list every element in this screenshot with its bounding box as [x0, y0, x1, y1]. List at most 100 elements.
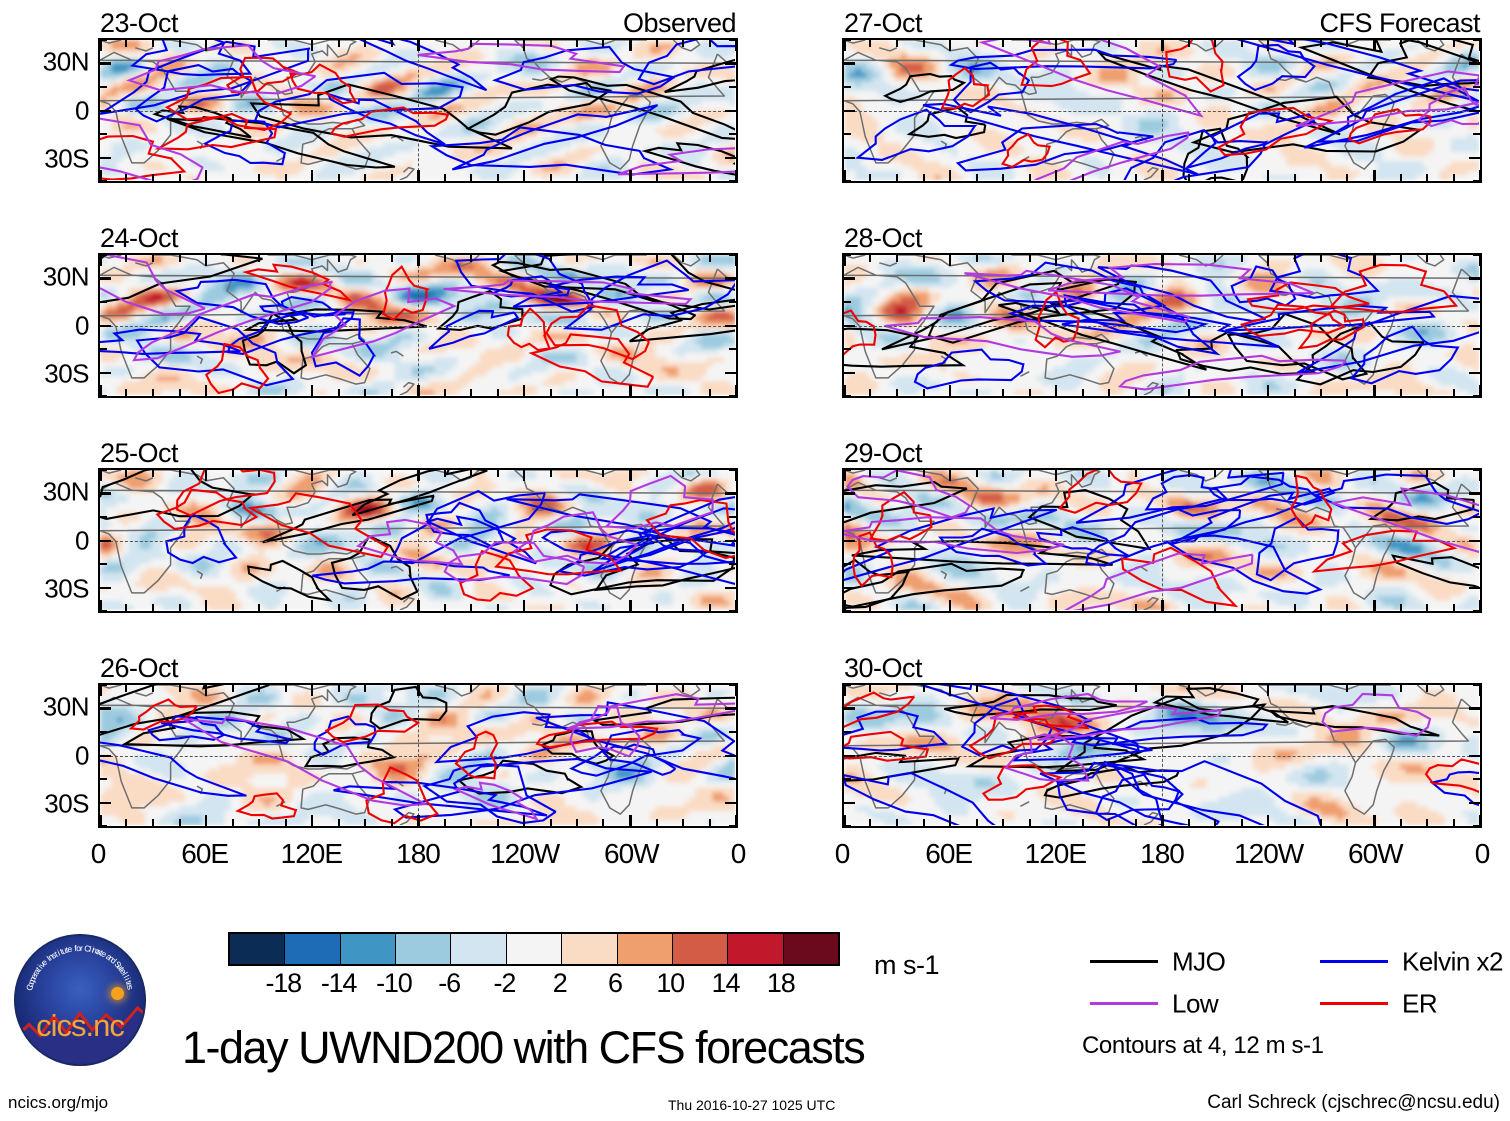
axis-tick	[1320, 40, 1322, 47]
axis-tick	[1469, 62, 1480, 65]
axis-tick	[496, 389, 499, 396]
axis-tick	[204, 600, 208, 611]
axis-tick	[576, 604, 578, 611]
axis-tick	[729, 40, 736, 41]
axis-tick	[443, 819, 446, 826]
map-panel-25-oct: 25-Oct 30N 0 30S	[43, 438, 738, 613]
axis-tick	[151, 819, 154, 826]
axis-tick	[922, 604, 925, 611]
legend-swatch-kelvin-x2	[1320, 960, 1388, 964]
axis-tick	[125, 389, 128, 396]
axis-tick	[629, 600, 632, 611]
axis-tick	[948, 170, 952, 181]
axis-tick	[844, 539, 855, 542]
axis-tick	[682, 389, 684, 396]
axis-tick	[869, 685, 872, 692]
axis-tick	[100, 470, 102, 481]
axis-tick	[100, 707, 111, 710]
x-axis-tick-label: 120W	[1234, 838, 1304, 870]
axis-tick	[1081, 40, 1084, 47]
axis-tick	[390, 174, 393, 181]
axis-tick	[310, 815, 314, 826]
axis-tick	[1054, 815, 1058, 826]
axis-tick	[417, 600, 420, 611]
axis-tick	[895, 685, 898, 692]
axis-tick	[125, 819, 128, 826]
axis-tick	[1240, 604, 1243, 611]
axis-tick	[922, 819, 925, 826]
axis-tick	[895, 470, 898, 477]
axis-tick	[725, 109, 736, 112]
axis-tick	[682, 604, 684, 611]
axis-tick	[975, 40, 978, 47]
axis-tick	[1479, 470, 1480, 481]
axis-tick	[844, 470, 846, 481]
axis-tick	[922, 174, 925, 181]
axis-tick	[100, 255, 107, 256]
axis-tick	[844, 470, 851, 471]
axis-tick	[1479, 170, 1480, 181]
axis-tick	[735, 600, 736, 611]
panel-date-label: 27-Oct	[844, 8, 923, 39]
colorbar-swatch	[616, 934, 672, 964]
colorbar	[228, 932, 840, 966]
axis-tick	[1266, 470, 1270, 481]
axis-tick	[844, 610, 851, 611]
axis-tick	[895, 174, 898, 181]
map-raster	[844, 255, 1480, 396]
axis-tick	[1081, 255, 1084, 262]
axis-tick	[1028, 819, 1031, 826]
x-axis-tick-label: 0	[731, 838, 747, 870]
footer-left-link[interactable]: ncics.org/mjo	[8, 1093, 108, 1113]
axis-tick	[1081, 174, 1084, 181]
axis-tick	[100, 40, 102, 51]
axis-tick	[1426, 470, 1428, 477]
axis-tick	[1426, 174, 1428, 181]
map-raster	[100, 685, 736, 826]
axis-tick	[682, 819, 684, 826]
axis-tick	[1240, 389, 1243, 396]
axis-tick	[178, 255, 181, 262]
axis-tick	[1469, 539, 1480, 542]
axis-tick	[844, 255, 846, 266]
axis-tick	[708, 389, 711, 396]
axis-tick	[729, 777, 736, 780]
axis-tick	[682, 174, 684, 181]
axis-tick	[1346, 604, 1349, 611]
colorbar-tick-label: -18	[266, 968, 303, 999]
axis-tick	[844, 777, 851, 780]
axis-tick	[602, 604, 605, 611]
axis-tick	[1473, 470, 1480, 471]
y-axis-tick-label: 30N	[43, 47, 90, 78]
axis-tick	[1346, 819, 1349, 826]
axis-tick	[1214, 174, 1216, 181]
axis-tick	[1187, 604, 1190, 611]
y-axis-tick-label: 0	[75, 95, 89, 126]
axis-tick	[1214, 470, 1216, 477]
axis-tick	[948, 685, 952, 696]
legend-label: Kelvin x2	[1402, 947, 1504, 978]
axis-tick	[337, 819, 340, 826]
axis-tick	[1187, 389, 1190, 396]
axis-tick	[100, 324, 111, 327]
axis-tick	[1266, 385, 1270, 396]
x-axis-tick-label: 120E	[1025, 838, 1087, 870]
axis-tick	[549, 470, 552, 477]
axis-tick	[948, 255, 952, 266]
axis-tick	[1187, 819, 1190, 826]
axis-tick	[1240, 40, 1243, 47]
axis-tick	[1426, 604, 1428, 611]
axis-tick	[443, 604, 446, 611]
axis-tick	[1240, 819, 1243, 826]
axis-tick	[390, 470, 393, 477]
axis-tick	[443, 389, 446, 396]
axis-tick	[922, 255, 925, 262]
map-raster	[100, 470, 736, 611]
axis-tick	[1187, 685, 1190, 692]
colorbar-tick-label: -6	[438, 968, 461, 999]
axis-tick	[729, 685, 736, 686]
axis-tick	[151, 685, 154, 692]
axis-tick	[100, 385, 102, 396]
axis-tick	[975, 685, 978, 692]
axis-tick	[1426, 389, 1428, 396]
